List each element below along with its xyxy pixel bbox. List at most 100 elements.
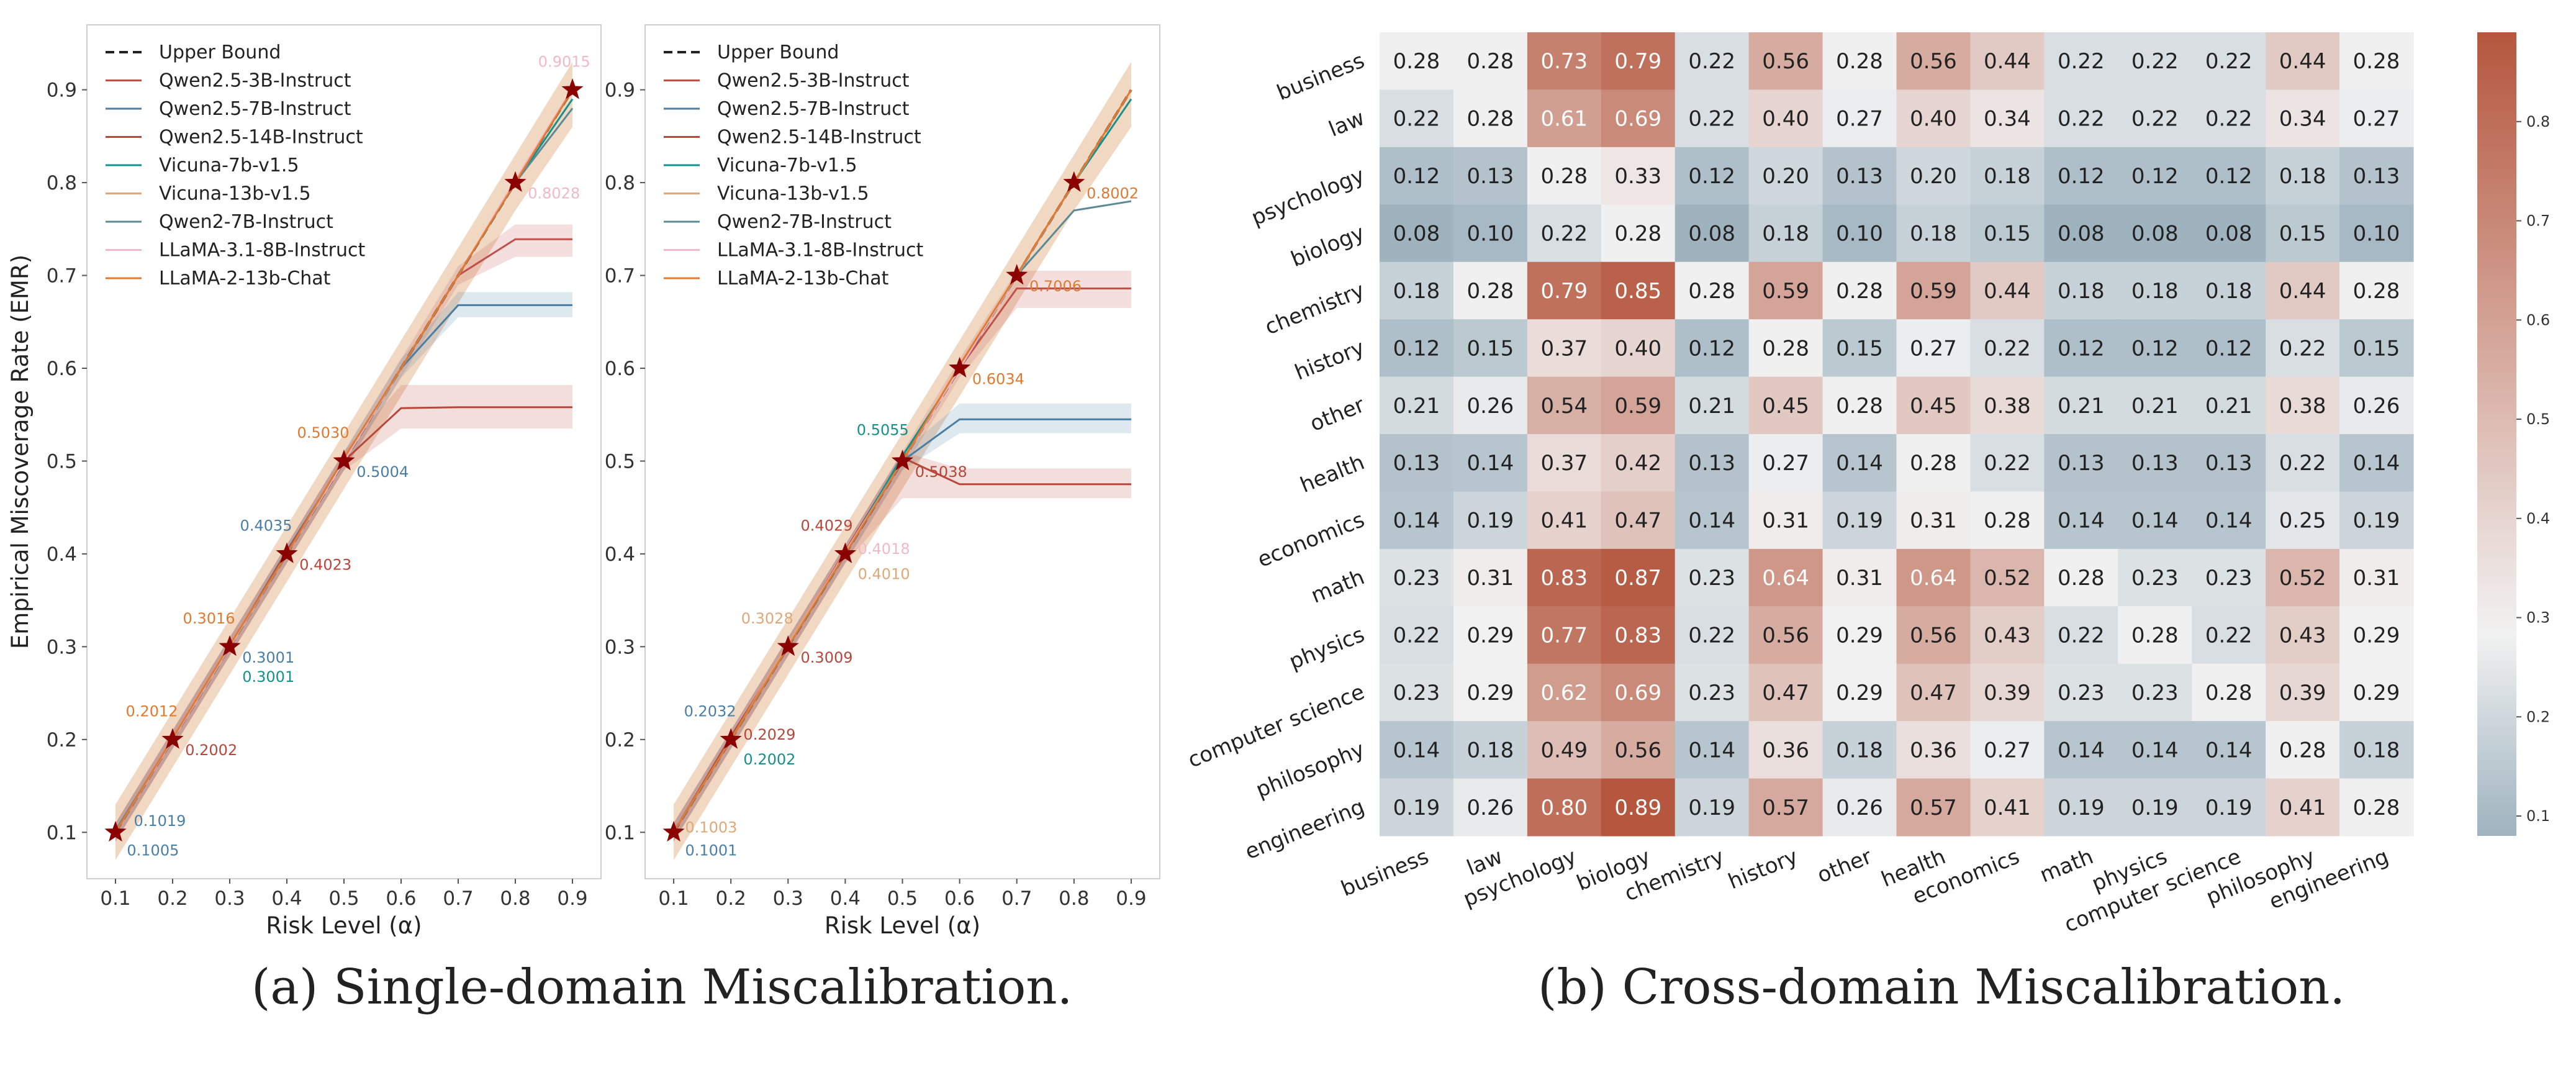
- heatmap-cell-label: 0.12: [2205, 164, 2253, 189]
- heatmap-cell: [2118, 319, 2192, 378]
- heatmap-cell: [2266, 663, 2340, 722]
- star-marker: [720, 728, 742, 749]
- heatmap-cell: [2044, 32, 2118, 91]
- heatmap-cell: [2266, 32, 2340, 91]
- row-label-math: math: [1308, 564, 1368, 608]
- heatmap-cell: [2044, 376, 2118, 435]
- heatmap-cell: [1822, 147, 1897, 205]
- heatmap-cell: [1822, 319, 1897, 378]
- x-tick-label: 0.8: [500, 887, 530, 910]
- heatmap-cell: [2339, 778, 2414, 837]
- heatmap-cell-label: 0.25: [2279, 509, 2326, 533]
- annotation-label: 0.2012: [126, 702, 178, 720]
- heatmap-cell-label: 0.20: [1910, 164, 1957, 189]
- legend-label-qwen2-5-7b-instruct: Qwen2.5-7B-Instruct: [717, 98, 910, 120]
- heatmap-cell: [1674, 548, 1750, 607]
- heatmap-cell: [2266, 147, 2340, 205]
- heatmap-cell: [1453, 32, 1528, 91]
- heatmap-cell: [1896, 491, 1971, 550]
- y-tick-label: 0.7: [605, 265, 635, 288]
- heatmap-cell-label: 0.28: [2205, 681, 2253, 705]
- annotation-label: 0.2032: [684, 702, 736, 720]
- heatmap-cell: [1380, 147, 1454, 205]
- heatmap-cell-label: 0.79: [1540, 279, 1588, 304]
- heatmap-cell-label: 0.56: [1762, 623, 1809, 648]
- legend-label-upper-bound: Upper Bound: [159, 42, 281, 63]
- heatmap-cell: [2118, 261, 2192, 320]
- heatmap-cell: [1453, 721, 1528, 779]
- heatmap-cell: [1674, 491, 1750, 550]
- heatmap-cell-label: 0.28: [1984, 509, 2031, 533]
- annotation-label: 0.9015: [538, 53, 590, 70]
- heatmap-cell: [1748, 319, 1824, 378]
- heatmap-cell: [1453, 663, 1528, 722]
- heatmap-cell-label: 0.29: [1836, 681, 1883, 705]
- colorbar-tick-label: 0.4: [2526, 510, 2550, 527]
- heatmap-cell-label: 0.83: [1540, 566, 1588, 591]
- heatmap-cell-label: 0.23: [2131, 566, 2179, 591]
- heatmap-cell-label: 0.28: [1836, 279, 1883, 304]
- heatmap-cell: [1896, 376, 1971, 435]
- x-tick-label: 0.6: [386, 887, 416, 910]
- x-tick-label: 0.4: [830, 887, 861, 910]
- annotation-label: 0.3009: [801, 649, 853, 666]
- annotation-label: 0.1005: [127, 842, 179, 859]
- heatmap-cell-label: 0.18: [2279, 164, 2326, 189]
- heatmap-cell-label: 0.22: [1540, 222, 1588, 247]
- colorbar: [2477, 32, 2516, 836]
- heatmap-cell: [1527, 721, 1602, 779]
- heatmap-cell-label: 0.23: [1393, 566, 1440, 591]
- heatmap-cell: [1970, 778, 2045, 837]
- y-tick-label: 0.6: [605, 358, 635, 380]
- heatmap-cell: [1674, 32, 1750, 91]
- heatmap-cell: [2118, 376, 2192, 435]
- heatmap-cell: [1380, 89, 1454, 148]
- star-marker: [1063, 171, 1085, 192]
- x-tick-label: 0.8: [1059, 887, 1089, 910]
- annotation-label: 0.4010: [858, 565, 910, 583]
- annotation-label: 0.2002: [185, 741, 237, 759]
- heatmap-cell: [1601, 491, 1676, 550]
- heatmap-cell-label: 0.22: [2279, 451, 2326, 476]
- legend-label-qwen2-5-14b-instruct: Qwen2.5-14B-Instruct: [717, 127, 921, 148]
- heatmap-cell-label: 0.29: [2353, 681, 2400, 705]
- heatmap-cell: [2044, 204, 2118, 263]
- heatmap-cell-label: 0.69: [1614, 107, 1661, 132]
- y-axis-label: Empirical Miscoverage Rate (EMR): [7, 255, 34, 649]
- heatmap-cell-label: 0.26: [2353, 394, 2400, 419]
- heatmap-cell-label: 0.28: [1467, 279, 1514, 304]
- heatmap-cell-label: 0.43: [2279, 623, 2326, 648]
- heatmap-cell-label: 0.08: [1393, 222, 1440, 247]
- heatmap-cell: [1748, 491, 1824, 550]
- heatmap-cell-label: 0.22: [2131, 49, 2179, 74]
- heatmap-cell-label: 0.28: [1467, 49, 1514, 74]
- heatmap-cell: [1896, 606, 1971, 664]
- heatmap-cell: [2044, 548, 2118, 607]
- y-tick-label: 0.2: [47, 729, 77, 751]
- heatmap-cell-label: 0.28: [1393, 49, 1440, 74]
- heatmap-cell: [2118, 147, 2192, 205]
- heatmap-cell: [1380, 548, 1454, 607]
- heatmap-cell-label: 0.21: [2058, 394, 2105, 419]
- heatmap-cell: [2339, 319, 2414, 378]
- heatmap-cell: [1748, 204, 1824, 263]
- heatmap-cell: [1527, 663, 1602, 722]
- heatmap-cell: [2266, 319, 2340, 378]
- heatmap-cell: [1822, 491, 1897, 550]
- legend-label-qwen2-5-7b-instruct: Qwen2.5-7B-Instruct: [159, 98, 351, 120]
- legend-label-llama-2-13b-chat: LLaMA-2-13b-Chat: [717, 268, 889, 289]
- heatmap-cell: [1674, 89, 1750, 148]
- colorbar-tick-label: 0.5: [2526, 410, 2550, 428]
- heatmap-cell: [2266, 548, 2340, 607]
- heatmap-cell-label: 0.14: [1688, 738, 1735, 763]
- heatmap-cell: [2339, 434, 2414, 492]
- heatmap-cell: [2118, 89, 2192, 148]
- heatmap-cell: [2044, 434, 2118, 492]
- heatmap-cell: [1674, 204, 1750, 263]
- heatmap-cell-label: 0.23: [1393, 681, 1440, 705]
- heatmap-cell-label: 0.56: [1910, 49, 1957, 74]
- heatmap-cell: [1674, 147, 1750, 205]
- heatmap-cell-label: 0.85: [1614, 279, 1661, 304]
- y-tick-label: 0.5: [605, 450, 635, 473]
- heatmap-cell-label: 0.54: [1540, 394, 1588, 419]
